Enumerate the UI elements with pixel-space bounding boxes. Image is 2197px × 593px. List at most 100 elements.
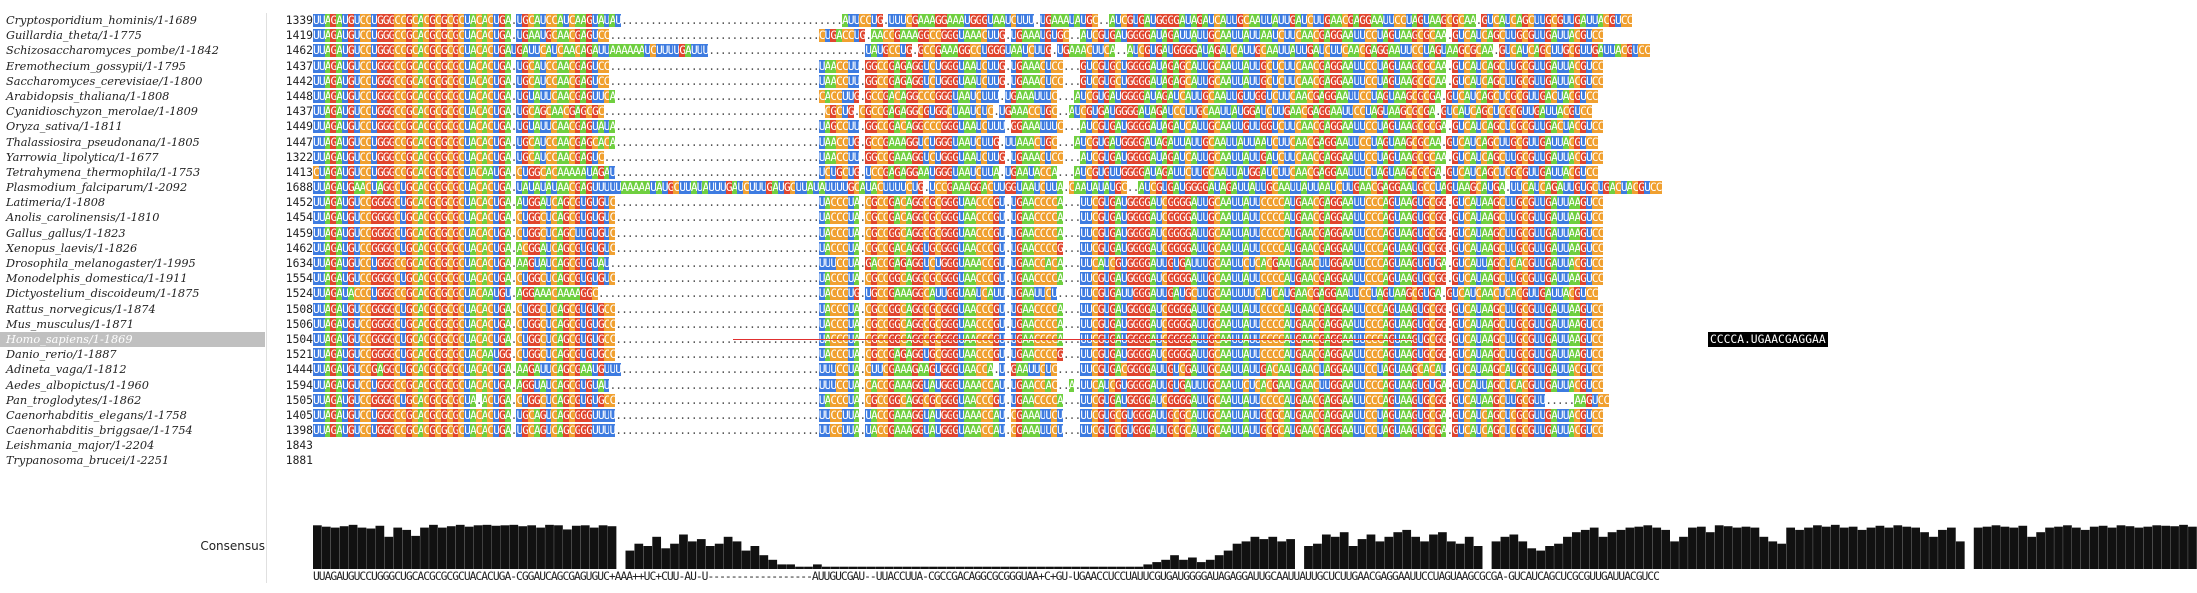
- residue: A: [964, 120, 971, 134]
- sequence-name[interactable]: Caenorhabditis_elegans/1-1758: [6, 408, 187, 422]
- sequence-name[interactable]: Mus_musculus/1-1871: [6, 317, 134, 331]
- residue: A: [1057, 257, 1064, 270]
- alignment-row[interactable]: UUAGAUGUCCGGGGCUGCACGCGCGCUACACUGA.AUGGA…: [313, 195, 2197, 210]
- alignment-row[interactable]: UUAGAUGAACUAGGCUGCACGCGCGCUACACUGA.UAUAU…: [313, 180, 2197, 195]
- residue: .: [801, 74, 808, 88]
- residue: C: [394, 135, 401, 149]
- residue: U: [1394, 211, 1401, 225]
- residue: G: [1527, 332, 1535, 346]
- residue: .: [743, 150, 750, 164]
- sequence-name[interactable]: Schizosaccharomyces_pombe/1-1842: [6, 44, 219, 58]
- sequence-name[interactable]: Drosophila_melanogaster/1-1995: [6, 257, 196, 270]
- residue: U: [592, 89, 599, 103]
- residue: .: [644, 14, 651, 27]
- sequence-name[interactable]: Eremothecium_gossypii/1-1795: [6, 59, 186, 73]
- residue: .: [801, 59, 808, 73]
- sequence-name[interactable]: Latimeria/1-1808: [6, 196, 106, 210]
- residue: C: [400, 29, 407, 43]
- residue: C: [458, 226, 465, 240]
- sequence-name[interactable]: Yarrowia_lipolytica/1-1677: [6, 150, 159, 164]
- sequence-name[interactable]: Anolis_carolinensis/1-1810: [6, 211, 160, 225]
- residue: U: [1533, 120, 1540, 134]
- alignment-row[interactable]: UUAGAUGUCCUGGGCCGCACGCGCGCUACACUGA.UGCAU…: [313, 59, 2197, 74]
- alignment-row[interactable]: UUAGAUGUCCUGGGCCGCACGCGCGCUACACUGA.UGCAU…: [313, 13, 2197, 28]
- sequence-name[interactable]: Thalassiosira_pseudonana/1-1805: [6, 135, 200, 149]
- residue: U: [1539, 257, 1546, 270]
- residue: A: [539, 287, 546, 301]
- residue: A: [324, 135, 331, 149]
- residue: A: [900, 165, 907, 179]
- alignment-row[interactable]: UUAGAUGUCCGGGGCUGCACGCGCGCUACACUGA.ACGGA…: [313, 241, 2197, 256]
- sequence-name[interactable]: Oryza_sativa/1-1811: [6, 120, 123, 134]
- residue: U: [493, 74, 500, 88]
- alignment-row[interactable]: UUAGAUGUCCUGGGCCGCACGCGCGCUACACUGA.AAGUA…: [313, 256, 2197, 271]
- alignment-row[interactable]: UUAGAUGUCCUGGGCCGCACGCGCGCUACACUGA.UGCAG…: [313, 104, 2197, 119]
- sequence-name[interactable]: Homo_sapiens/1-1869: [0, 331, 265, 348]
- sequence-name[interactable]: Tetrahymena_thermophila/1-1753: [6, 165, 201, 179]
- sequence-name[interactable]: Guillardia_theta/1-1775: [6, 29, 142, 43]
- sequence-name[interactable]: Pan_troglodytes/1-1862: [6, 393, 142, 407]
- sequence-name[interactable]: Xenopus_laevis/1-1826: [6, 241, 138, 255]
- residue: G: [871, 196, 878, 210]
- residue: U: [1173, 135, 1180, 149]
- residue: G: [499, 135, 506, 149]
- residue: .: [778, 302, 785, 316]
- residue: A: [1022, 317, 1029, 331]
- alignment-row[interactable]: UUAGAUGUCCGGGGCUGCACGCGCGCUACACUGA.CUGGC…: [313, 317, 2197, 332]
- sequence-name[interactable]: Monodelphis_domestica/1-1911: [6, 272, 188, 286]
- residue: .: [807, 44, 814, 58]
- sequence-name[interactable]: Cryptosporidium_hominis/1-1689: [6, 14, 197, 27]
- sequence-name[interactable]: Adineta_vaga/1-1812: [6, 363, 127, 377]
- residue: U: [1452, 165, 1459, 179]
- alignment-row[interactable]: UUAGAUGUCCGGGGCUGCACGCGCGCUACACUGA.CUGGC…: [313, 271, 2197, 286]
- residue: C: [1365, 120, 1372, 134]
- residue: G: [499, 196, 506, 210]
- alignment-row[interactable]: UUAGAUGUCCUGGGCCGCACGCGCGCUACACUGA.UGCAU…: [313, 74, 2197, 89]
- sequence-name[interactable]: Leishmania_major/1-2204: [6, 439, 155, 453]
- residue: A: [1237, 135, 1244, 149]
- alignment-panel[interactable]: UUAGAUGUCCUGGGCCGCACGCGCGCUACACUGA.UGCAU…: [313, 13, 2197, 438]
- residue: A: [1434, 74, 1442, 88]
- sequence-name[interactable]: Saccharomyces_cerevisiae/1-1800: [6, 74, 203, 88]
- residue: U: [1510, 59, 1517, 73]
- sequence-name[interactable]: Plasmodium_falciparum/1-2092: [6, 181, 188, 195]
- residue: .: [748, 150, 756, 164]
- residue: A: [1481, 196, 1488, 210]
- residue: G: [1237, 89, 1244, 103]
- sequence-name[interactable]: Cyanidioschyzon_merolae/1-1809: [6, 105, 198, 119]
- sequence-name[interactable]: Aedes_albopictus/1-1960: [6, 378, 149, 392]
- alignment-row[interactable]: UUAGAUGUCCUGGGCCGCACGCGCGCUACACUGA.UGAAU…: [313, 28, 2197, 43]
- alignment-row[interactable]: UUAGAUGUCCGGGGCUGCACGCGCGCUACACUGA.CUGGC…: [313, 226, 2197, 241]
- alignment-row[interactable]: UUAGAUGUCCUGGGCCGCACGCGCGCUACACUGAUGAUUC…: [313, 43, 2197, 58]
- sequence-name[interactable]: Dictyostelium_discoideum/1-1875: [6, 287, 200, 301]
- residue: .: [621, 135, 628, 149]
- sequence-name[interactable]: Gallus_gallus/1-1823: [6, 226, 126, 240]
- alignment-row[interactable]: UUAGAUGUCCGGGGCUGCACGCGCGCUACACUGA.CUGGC…: [313, 210, 2197, 225]
- residue: A: [487, 165, 494, 179]
- alignment-row[interactable]: UUAGAUGUCCGGGGCUGCACGCGCGCUACACUGA.CUGGC…: [313, 331, 2197, 348]
- residue: .: [1446, 332, 1453, 346]
- alignment-row[interactable]: UUAGAUGUCCUGGGCCGCACGCGCGCUACACUGA.UGUAU…: [313, 89, 2197, 104]
- alignment-row[interactable]: CUAGAUGUCCUGGGCCGCACGCGCGCUACAAUGA.CUGGC…: [313, 165, 2197, 180]
- sequence-start-position: 1508: [285, 302, 313, 316]
- alignment-row[interactable]: UUAGAUGUCCUGGGCCGCACGCGCGCUACACUGA.UGCAU…: [313, 150, 2197, 165]
- alignment-row[interactable]: UUAGAUGUCCGGGGCUGCACGCGCGCUACACUGA.CUGGC…: [313, 302, 2197, 317]
- residue: U: [1533, 287, 1540, 301]
- residue: C: [435, 14, 442, 27]
- residue: U: [1585, 196, 1593, 210]
- residue: C: [487, 135, 494, 149]
- residue: G: [917, 241, 924, 255]
- alignment-row[interactable]: UUAGAUACCCUGGGCCGCACGCGCGCUACAAUGU.AGGAA…: [313, 286, 2197, 301]
- alignment-row[interactable]: UUAGAUGUCCUGGGCCGCACGCGCGCUACACUGA.UGCAU…: [313, 135, 2197, 150]
- residue: A: [1027, 89, 1035, 103]
- sequence-name[interactable]: Danio_rerio/1-1887: [6, 348, 117, 362]
- sequence-name[interactable]: Caenorhabditis_briggsae/1-1754: [6, 424, 193, 438]
- residue: U: [493, 105, 500, 119]
- sequence-name[interactable]: Rattus_norvegicus/1-1874: [6, 302, 156, 316]
- residue: G: [528, 196, 535, 210]
- sequence-name[interactable]: Trypanosoma_brucei/1-2251: [6, 454, 170, 468]
- residue: .: [1446, 226, 1453, 240]
- alignment-row[interactable]: UUAGAUGUCCUGGGCCGCACGCGCGCUACACUGA.UGUAU…: [313, 119, 2197, 134]
- sequence-name[interactable]: Arabidopsis_thaliana/1-1808: [6, 89, 170, 103]
- residue: C: [841, 226, 849, 240]
